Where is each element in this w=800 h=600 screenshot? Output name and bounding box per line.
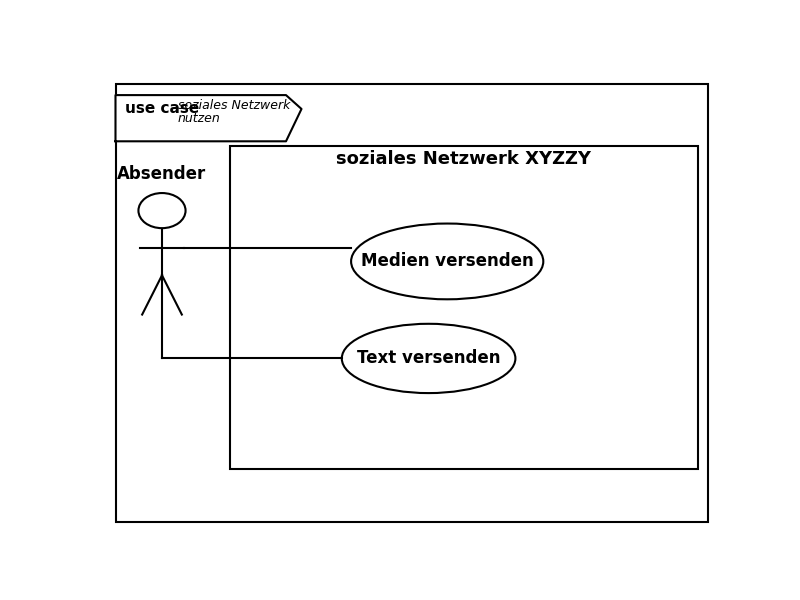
Bar: [230, 146, 698, 469]
Text: soziales Netzwerk: soziales Netzwerk: [178, 99, 290, 112]
Text: soziales Netzwerk XYZZY: soziales Netzwerk XYZZY: [337, 150, 591, 168]
Polygon shape: [115, 95, 302, 141]
Text: Text versenden: Text versenden: [357, 349, 500, 367]
Text: Medien versenden: Medien versenden: [361, 253, 534, 271]
Text: use case: use case: [125, 101, 199, 116]
Text: Absender: Absender: [118, 164, 206, 182]
Text: nutzen: nutzen: [178, 112, 220, 125]
